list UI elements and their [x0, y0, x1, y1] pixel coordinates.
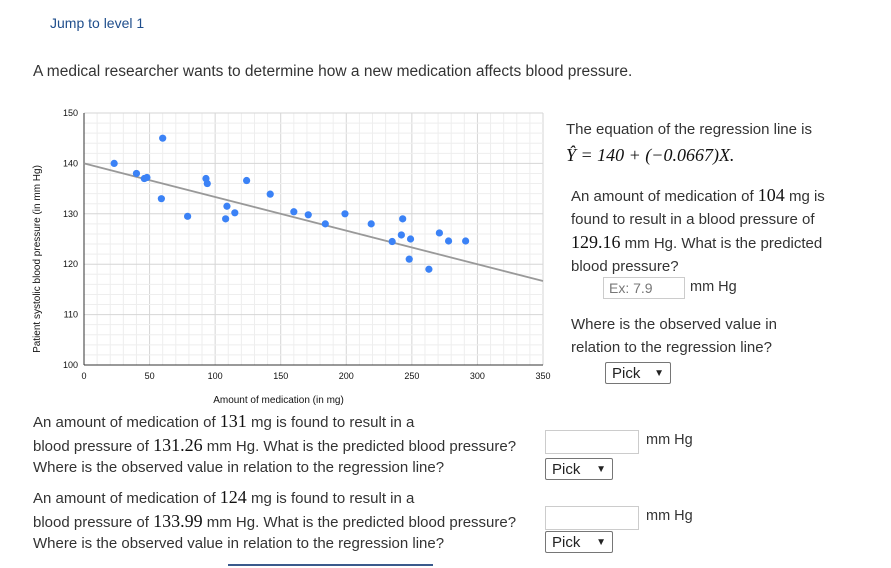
q3-part1: An amount of medication of [33, 490, 220, 507]
q3-relation-select[interactable]: Pick ▼ [545, 531, 613, 553]
y-tick-label: 150 [63, 108, 78, 118]
y-tick-label: 100 [63, 360, 78, 370]
q1-amount: 104 [757, 185, 785, 205]
problem-intro: A medical researcher wants to determine … [33, 63, 633, 80]
y-tick-label: 140 [63, 158, 78, 168]
q2-predicted-input[interactable] [545, 430, 639, 454]
chart-points [110, 134, 470, 273]
q1-where-text: Where is the observed value in relation … [571, 316, 777, 356]
y-tick-labels: 100 110 120 130 140 150 [63, 108, 78, 370]
y-tick-label: 130 [63, 209, 78, 219]
data-point [243, 176, 251, 185]
data-point [444, 237, 453, 245]
q1-bp: 129.16 [571, 232, 621, 252]
q3-predicted-input[interactable] [545, 506, 639, 530]
q1-select-value: Pick [612, 364, 641, 382]
data-point [435, 229, 443, 237]
data-point [321, 220, 329, 228]
q3-select-value: Pick [552, 533, 581, 551]
x-tick-label: 0 [81, 371, 86, 381]
q3-part2: mg is found to result in a [246, 490, 415, 507]
y-tick-label: 120 [63, 259, 78, 269]
q2-bp: 131.26 [153, 435, 203, 455]
x-tick-label: 100 [208, 371, 223, 381]
chevron-down-icon: ▼ [596, 463, 606, 475]
data-point [110, 159, 118, 167]
progress-divider [228, 564, 433, 566]
x-tick-label: 300 [470, 371, 485, 381]
data-point [203, 179, 211, 188]
x-tick-label: 50 [145, 371, 155, 381]
chevron-down-icon: ▼ [654, 367, 664, 379]
q1-unit: mm Hg [690, 279, 737, 295]
q2-text: An amount of medication of 131 mg is fou… [33, 410, 553, 458]
q1-predicted-input[interactable] [603, 277, 685, 299]
regression-line [83, 162, 544, 282]
data-point [222, 215, 230, 223]
data-point [341, 210, 349, 218]
data-point [132, 169, 141, 178]
q1-relation-select[interactable]: Pick ▼ [605, 362, 671, 384]
data-point [462, 237, 470, 245]
q2-line2b: mm Hg. What is the predicted blood press… [202, 438, 517, 455]
data-point [367, 220, 375, 228]
chart-axes [83, 113, 543, 366]
q2-amount: 131 [219, 411, 247, 431]
chart-grid [83, 112, 544, 366]
data-point [157, 195, 165, 203]
q2-unit: mm Hg [646, 432, 693, 448]
x-tick-label: 200 [339, 371, 354, 381]
y-tick-label: 110 [64, 310, 78, 320]
chevron-down-icon: ▼ [596, 536, 606, 548]
x-tick-labels: 0 50 100 150 200 250 300 350 [81, 371, 550, 381]
q1-part2: mg is found to result in a blood pressur… [571, 188, 825, 228]
data-point [223, 202, 231, 210]
x-axis-label: Amount of medication (in mg) [213, 395, 344, 406]
q3-where-text: Where is the observed value in relation … [33, 535, 445, 552]
q2-where-text: Where is the observed value in relation … [33, 459, 445, 476]
data-point [184, 212, 192, 220]
q3-line2a: blood pressure of [33, 514, 154, 531]
x-tick-label: 350 [535, 371, 550, 381]
q2-select-value: Pick [552, 460, 581, 478]
data-point [304, 211, 312, 219]
q3-amount: 124 [219, 487, 247, 507]
q1-part3: mm Hg. What is the predicted blood press… [571, 235, 823, 275]
scatter-chart: 0 50 100 150 200 250 300 350 100 110 120 130 140 150… [32, 108, 551, 406]
jump-to-level-link[interactable]: Jump to level 1 [50, 15, 145, 31]
x-tick-label: 250 [404, 371, 419, 381]
q3-unit: mm Hg [646, 508, 693, 524]
data-point [397, 231, 405, 239]
q3-bp: 133.99 [153, 511, 203, 531]
data-point [425, 265, 433, 273]
equation-intro: The equation of the regression line is [566, 121, 812, 138]
q2-part1: An amount of medication of [33, 414, 220, 431]
data-point [159, 134, 167, 142]
data-point [388, 237, 396, 246]
data-point [405, 255, 413, 263]
data-point [231, 209, 239, 217]
x-tick-label: 150 [273, 371, 288, 381]
q3-text: An amount of medication of 124 mg is fou… [33, 486, 553, 534]
data-point [266, 190, 274, 198]
q1-text: An amount of medication of 104 mg is fou… [571, 184, 836, 278]
data-point [406, 235, 415, 243]
q2-part2: mg is found to result in a [246, 414, 415, 431]
data-point [399, 215, 407, 223]
q3-line2b: mm Hg. What is the predicted blood press… [202, 514, 517, 531]
data-point [143, 173, 151, 182]
q2-relation-select[interactable]: Pick ▼ [545, 458, 613, 480]
q2-line2a: blood pressure of [33, 438, 154, 455]
data-point [290, 208, 298, 216]
q1-part1: An amount of medication of [571, 188, 758, 205]
regression-equation: Ŷ = 140 + (−0.0667)X. [566, 145, 735, 165]
y-axis-label: Patient systolic blood pressure (in mm H… [32, 165, 43, 353]
